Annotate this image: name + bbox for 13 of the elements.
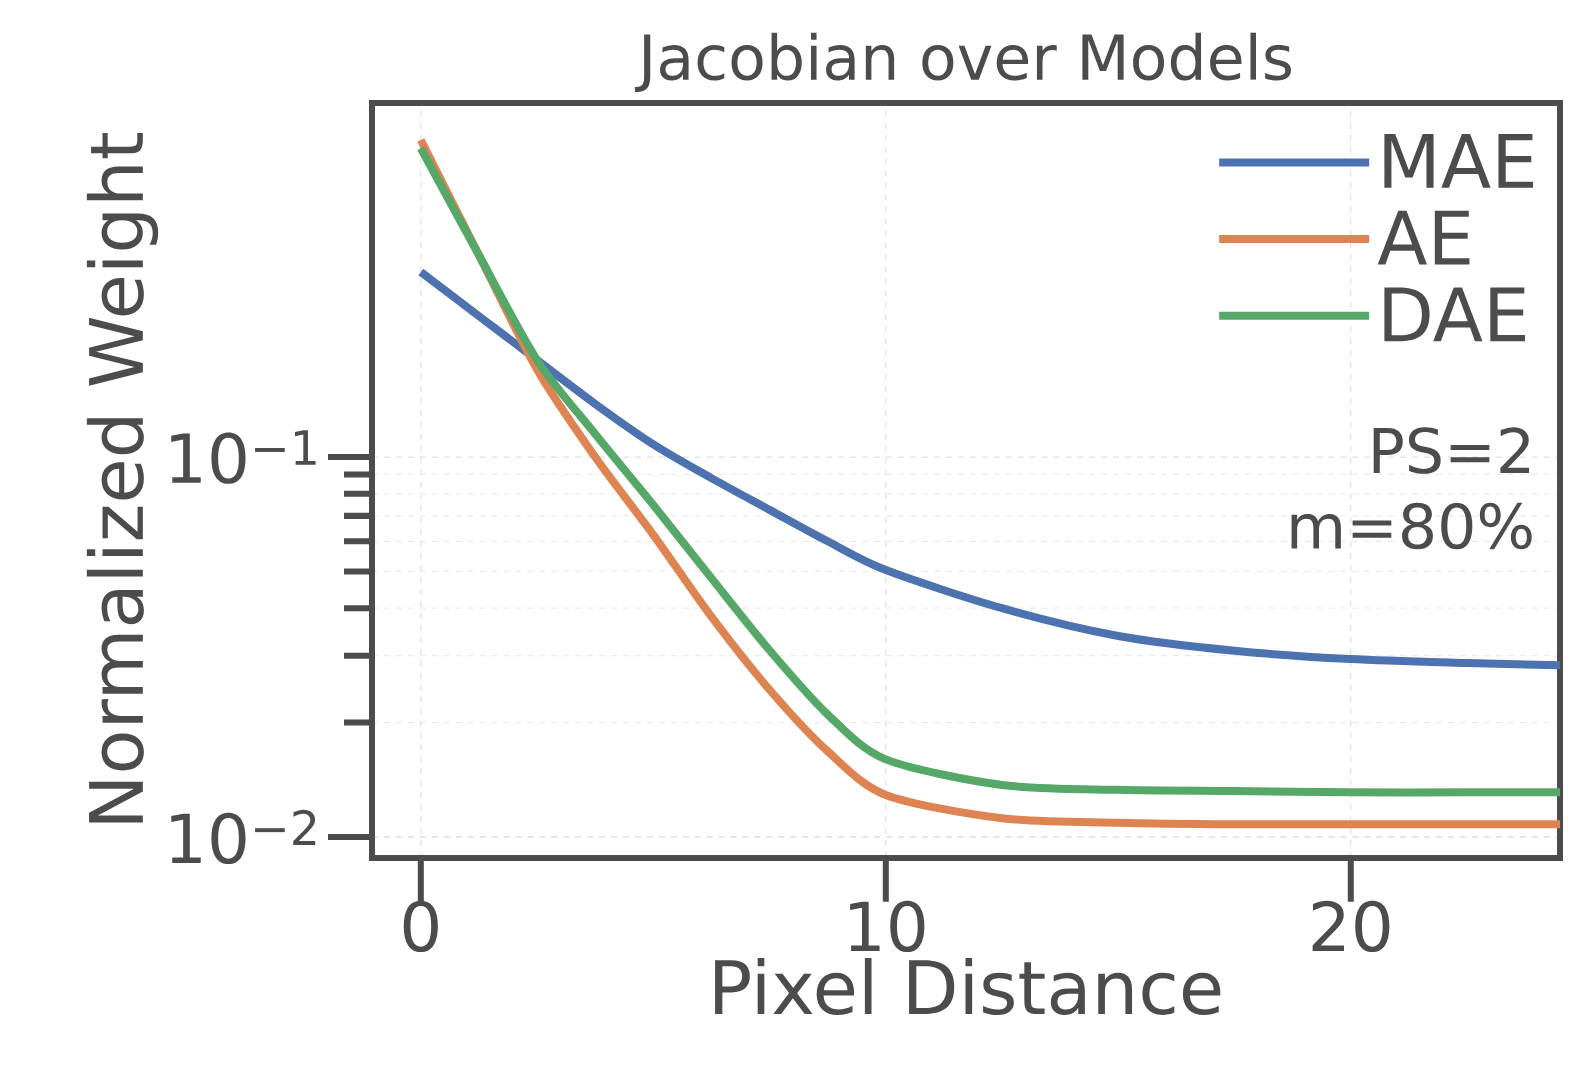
legend-label: DAE: [1384, 287, 1525, 342]
x-tick-label: 20: [1312, 900, 1390, 952]
chart-title: Jacobian over Models: [634, 32, 1291, 93]
y-axis-title: Normalized Weight: [86, 133, 159, 823]
annotation: PS=2: [1373, 427, 1529, 474]
y-tick-label: 10$^{−1}$: [171, 430, 316, 484]
y-tick-label: 10$^{−2}$: [171, 809, 316, 864]
x-axis-title: Pixel Distance: [715, 957, 1221, 1016]
x-tick-label: 10: [850, 900, 925, 952]
annotation: m=80%: [1291, 502, 1532, 550]
legend-label: AE: [1377, 210, 1470, 265]
legend-label: MAE: [1384, 134, 1534, 188]
x-tick-label: 0: [403, 900, 438, 952]
